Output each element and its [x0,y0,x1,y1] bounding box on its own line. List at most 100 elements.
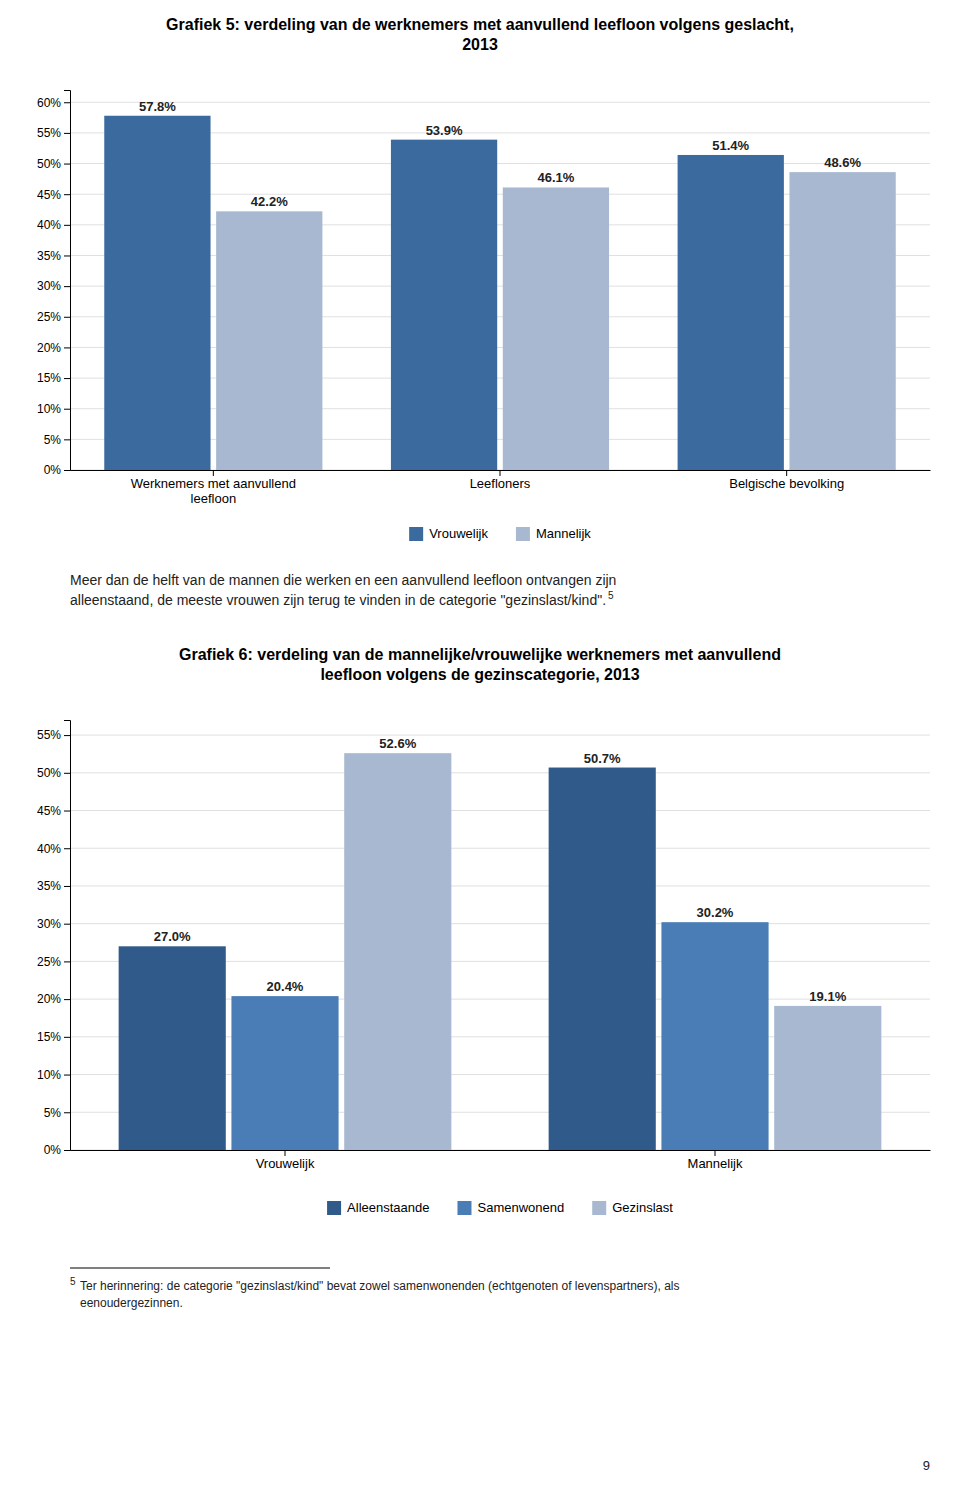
tick-mark [64,924,70,925]
data-label: 46.1% [537,170,574,185]
bar [391,140,497,470]
y-tick: 35% [37,879,70,893]
chart: Grafiek 5: verdeling van de werknemers m… [37,16,931,541]
tick-label: 5% [44,433,62,447]
tick-label: 35% [37,249,61,263]
tick-label: Leefloners [470,476,531,491]
grid [70,735,930,1150]
data-label: 53.9% [426,123,463,138]
legend-swatch [409,527,423,541]
grid-line [70,735,930,736]
x-tick: Leefloners [470,470,531,491]
tick-mark [786,470,787,476]
y-tick: 0% [44,463,70,477]
grid-line [70,923,930,924]
data-label: 51.4% [712,138,749,153]
bars [104,116,895,470]
bar [503,187,609,470]
tick-mark [715,1150,716,1156]
text-line: leefloon [191,491,237,506]
footnote-text: Ter herinnering: de categorie "gezinslas… [80,1279,680,1310]
tick-mark [64,317,70,318]
data-label: 20.4% [267,979,304,994]
y-tick: 45% [37,188,70,202]
text-line: Mannelijk [688,1156,743,1171]
tick-mark [64,409,70,410]
tick-label: 50% [37,766,61,780]
bar [789,172,895,470]
text-line: Belgische bevolking [729,476,844,491]
tick-mark [64,347,70,348]
y-tick: 45% [37,804,70,818]
tick-label: 35% [37,879,61,893]
text-line: Vrouwelijk [256,1156,315,1171]
tick-label: Belgische bevolking [729,476,844,491]
grid-line [70,102,930,103]
data-labels: 57.8%53.9%51.4%42.2%46.1%48.6% [139,99,862,210]
y-tick: 20% [37,341,70,355]
grid [70,102,930,470]
tick-mark [285,1150,286,1156]
tick-label: 5% [44,1106,62,1120]
tick-label: 20% [37,341,61,355]
data-label: 19.1% [809,989,846,1004]
y-tick: 40% [37,218,70,232]
x-tick: Belgische bevolking [729,470,844,491]
legend-item: Vrouwelijk [409,526,488,541]
y-tick: 10% [37,1068,70,1082]
y-tick: 0% [44,1143,70,1157]
tick-label: 60% [37,96,61,110]
text-line: 2013 [462,36,498,53]
tick-mark [64,255,70,256]
tick-mark [64,286,70,287]
tick-label: Mannelijk [688,1156,743,1171]
tick-mark [64,164,70,165]
grid-line [70,772,930,773]
y-tick: 50% [37,157,70,171]
footnote-number: 5 [70,1276,76,1287]
bar [119,946,226,1150]
data-labels: 27.0%50.7%20.4%30.2%52.6%19.1% [154,736,847,1004]
text-line: Grafiek 6: verdeling van de mannelijke/v… [179,646,781,663]
bar [231,996,338,1150]
bar [661,922,768,1150]
text-line: Meer dan de helft van de mannen die werk… [70,572,616,588]
tick-label: 0% [44,463,62,477]
tick-mark [64,811,70,812]
grid-line [70,848,930,849]
legend-label: Mannelijk [536,526,591,541]
grid-line [70,885,930,886]
y-tick: 40% [37,842,70,856]
y-tick: 30% [37,917,70,931]
tick-mark [64,225,70,226]
y-tick: 5% [44,433,70,447]
axis-line [71,1150,931,1151]
tick-label: 25% [37,955,61,969]
x-tick: Mannelijk [688,1150,743,1171]
tick-mark [500,470,501,476]
data-label: 30.2% [697,905,734,920]
tick-label: 25% [37,310,61,324]
y-tick: 25% [37,955,70,969]
text-line: Leefloners [470,476,531,491]
tick-mark [64,378,70,379]
tick-label: Werknemers met aanvullendleefloon [131,476,296,506]
legend: AlleenstaandeSamenwonendGezinslast [327,1200,673,1215]
tick-mark [64,470,70,471]
tick-label: 40% [37,842,61,856]
x-axis: Vrouwelijk Mannelijk [71,1150,931,1171]
legend-label: Vrouwelijk [429,526,488,541]
bar [549,768,656,1150]
data-label: 57.8% [139,99,176,114]
axis-line [64,91,71,471]
tick-label: 30% [37,917,61,931]
legend-item: Mannelijk [516,526,591,541]
tick-mark [64,735,70,736]
chart-title: Grafiek 6: verdeling van de mannelijke/v… [179,646,781,683]
tick-mark [64,999,70,1000]
grid-line [70,810,930,811]
tick-mark [64,773,70,774]
tick-label: 20% [37,992,61,1006]
y-tick: 50% [37,766,70,780]
page: Grafiek 5: verdeling van de werknemers m… [0,0,960,1492]
